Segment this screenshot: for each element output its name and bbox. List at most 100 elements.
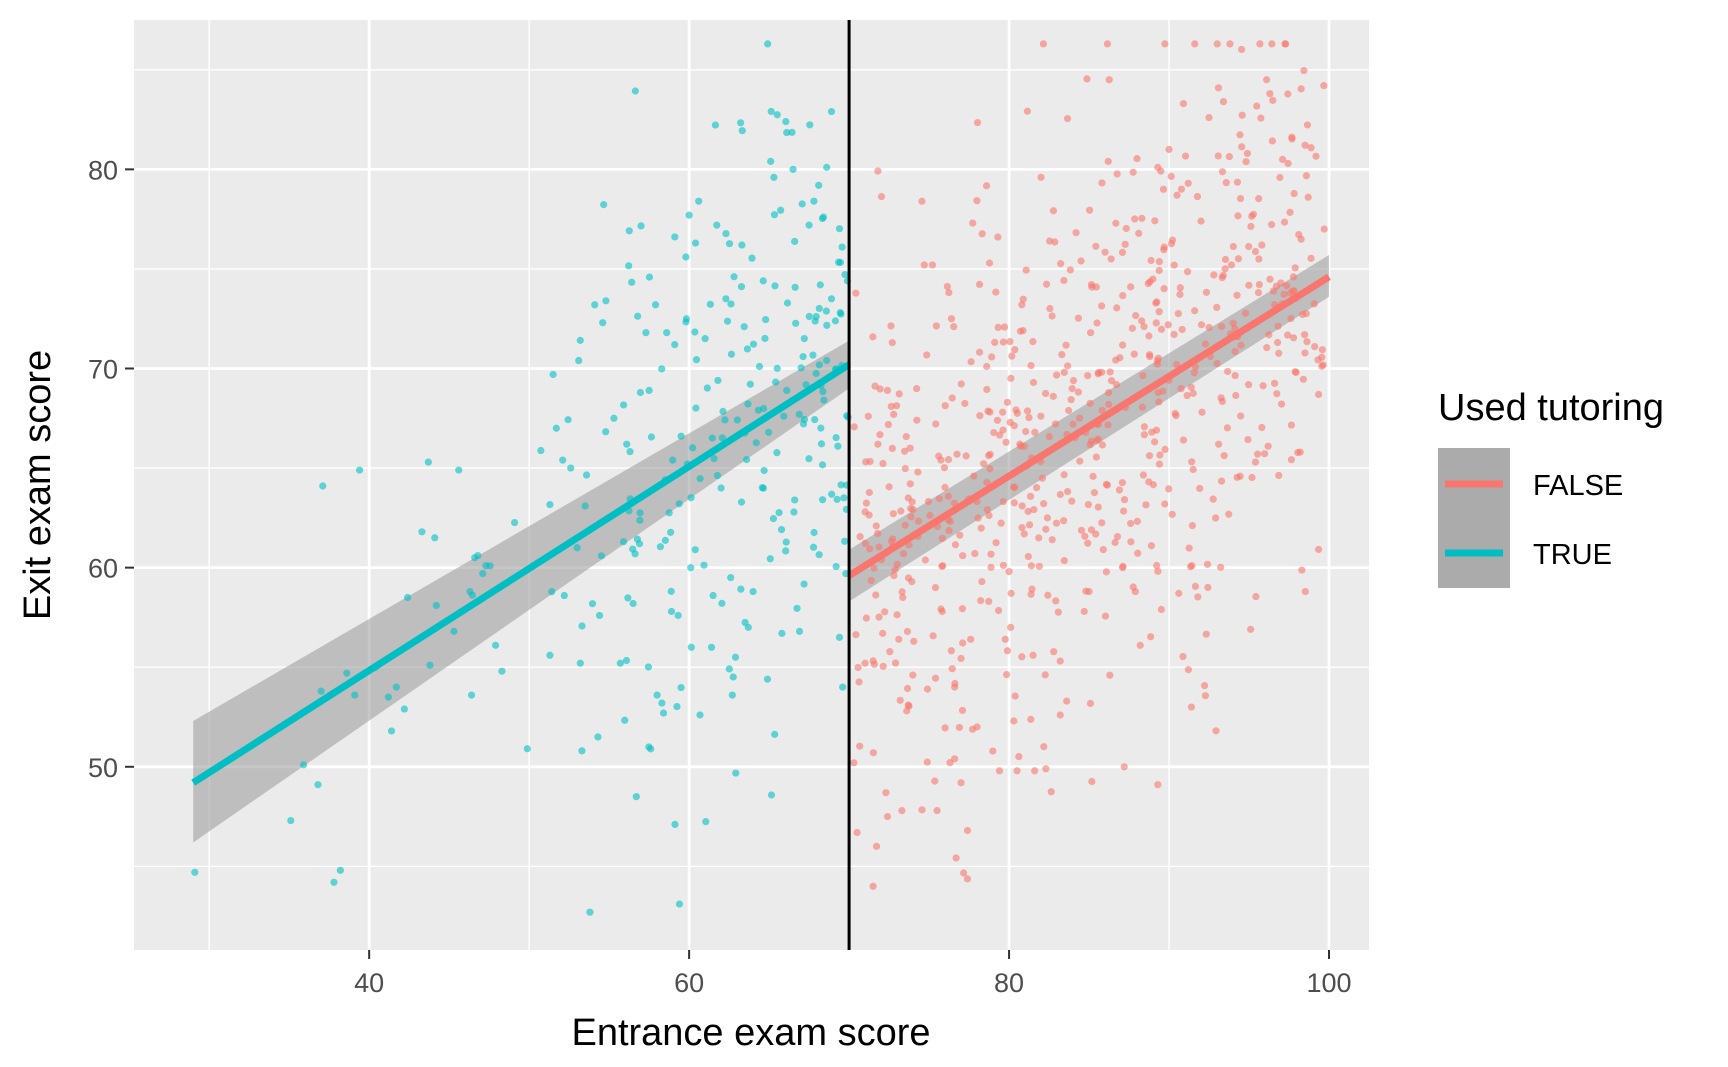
- data-point-false: [1098, 441, 1107, 449]
- data-point-false: [1266, 90, 1274, 98]
- data-point-false: [1172, 412, 1180, 420]
- data-point-true: [616, 659, 624, 667]
- y-tick-label: 70: [88, 355, 118, 385]
- data-point-false: [1183, 268, 1192, 276]
- data-point-false: [1051, 420, 1060, 428]
- data-point-false: [1037, 173, 1045, 181]
- data-point-false: [1092, 242, 1100, 250]
- data-point-false: [1217, 477, 1226, 485]
- data-point-false: [1300, 66, 1308, 75]
- data-point-true: [384, 693, 392, 701]
- data-point-false: [899, 593, 907, 602]
- data-point-true: [764, 40, 772, 48]
- data-point-false: [924, 497, 933, 506]
- data-point-true: [546, 651, 554, 659]
- data-point-false: [1179, 436, 1188, 444]
- data-point-false: [1119, 341, 1127, 349]
- data-point-false: [1191, 363, 1200, 371]
- data-point-true: [788, 128, 796, 136]
- data-point-true: [523, 745, 531, 753]
- data-point-false: [1018, 524, 1026, 532]
- data-point-false: [1118, 479, 1127, 487]
- data-point-false: [1266, 275, 1274, 283]
- data-point-false: [855, 678, 863, 686]
- data-point-true: [597, 552, 606, 560]
- data-point-false: [996, 431, 1004, 439]
- data-point-false: [914, 468, 922, 476]
- data-point-false: [1145, 478, 1153, 486]
- data-point-true: [836, 258, 845, 266]
- data-point-false: [1155, 266, 1163, 275]
- data-point-true: [548, 588, 556, 596]
- data-point-false: [945, 526, 953, 535]
- data-point-true: [468, 591, 477, 599]
- data-point-true: [602, 428, 610, 436]
- data-point-true: [636, 516, 644, 524]
- data-point-true: [677, 683, 685, 692]
- data-point-true: [723, 317, 732, 325]
- data-point-false: [1304, 193, 1312, 201]
- data-point-false: [1263, 76, 1271, 84]
- data-point-false: [1303, 338, 1311, 346]
- data-point-false: [1074, 388, 1083, 396]
- data-point-true: [576, 659, 584, 667]
- data-point-false: [956, 531, 964, 539]
- data-point-false: [1016, 327, 1024, 335]
- data-point-false: [1170, 261, 1178, 269]
- data-point-false: [997, 519, 1005, 527]
- data-point-false: [869, 657, 877, 665]
- data-point-false: [1064, 362, 1072, 370]
- data-point-true: [691, 239, 700, 247]
- data-point-true: [761, 334, 769, 343]
- data-point-false: [959, 639, 967, 647]
- data-point-false: [957, 779, 965, 787]
- data-point-true: [688, 444, 697, 452]
- data-point-false: [914, 517, 923, 525]
- data-point-true: [623, 440, 631, 448]
- data-point-false: [963, 826, 972, 835]
- data-point-true: [817, 440, 826, 448]
- data-point-false: [1215, 440, 1223, 448]
- data-point-false: [1267, 221, 1276, 229]
- data-point-false: [1232, 391, 1240, 400]
- data-point-false: [893, 402, 901, 410]
- data-point-true: [671, 233, 679, 241]
- data-point-false: [1013, 767, 1021, 775]
- data-point-false: [872, 842, 881, 850]
- data-point-true: [575, 356, 583, 365]
- legend-title: Used tutoring: [1438, 387, 1664, 429]
- data-point-false: [1298, 566, 1306, 574]
- data-point-false: [1089, 472, 1097, 480]
- data-point-true: [737, 119, 745, 127]
- data-point-false: [1010, 499, 1018, 507]
- data-point-false: [944, 455, 953, 464]
- data-point-true: [711, 121, 719, 129]
- data-point-false: [1280, 218, 1289, 226]
- data-point-false: [987, 550, 995, 558]
- data-point-false: [1120, 507, 1128, 515]
- data-point-false: [1041, 671, 1049, 679]
- data-point-false: [1299, 375, 1307, 383]
- data-point-false: [891, 659, 900, 667]
- data-point-false: [1183, 391, 1191, 400]
- data-point-true: [546, 501, 554, 509]
- data-point-false: [1301, 349, 1309, 357]
- data-point-false: [1273, 390, 1281, 398]
- data-point-false: [888, 444, 896, 453]
- data-point-false: [1074, 314, 1083, 322]
- data-point-true: [759, 277, 767, 285]
- data-point-false: [1288, 133, 1296, 141]
- data-point-true: [692, 356, 701, 364]
- data-point-false: [1221, 255, 1230, 264]
- data-point-false: [1257, 114, 1265, 122]
- data-point-true: [573, 544, 581, 552]
- data-point-false: [1063, 115, 1072, 123]
- data-point-true: [772, 378, 780, 386]
- data-point-true: [703, 384, 711, 392]
- data-point-true: [637, 222, 645, 230]
- data-point-true: [351, 691, 359, 699]
- data-point-true: [815, 304, 823, 313]
- data-point-false: [931, 674, 940, 682]
- data-point-false: [1056, 657, 1064, 665]
- data-point-false: [945, 288, 953, 297]
